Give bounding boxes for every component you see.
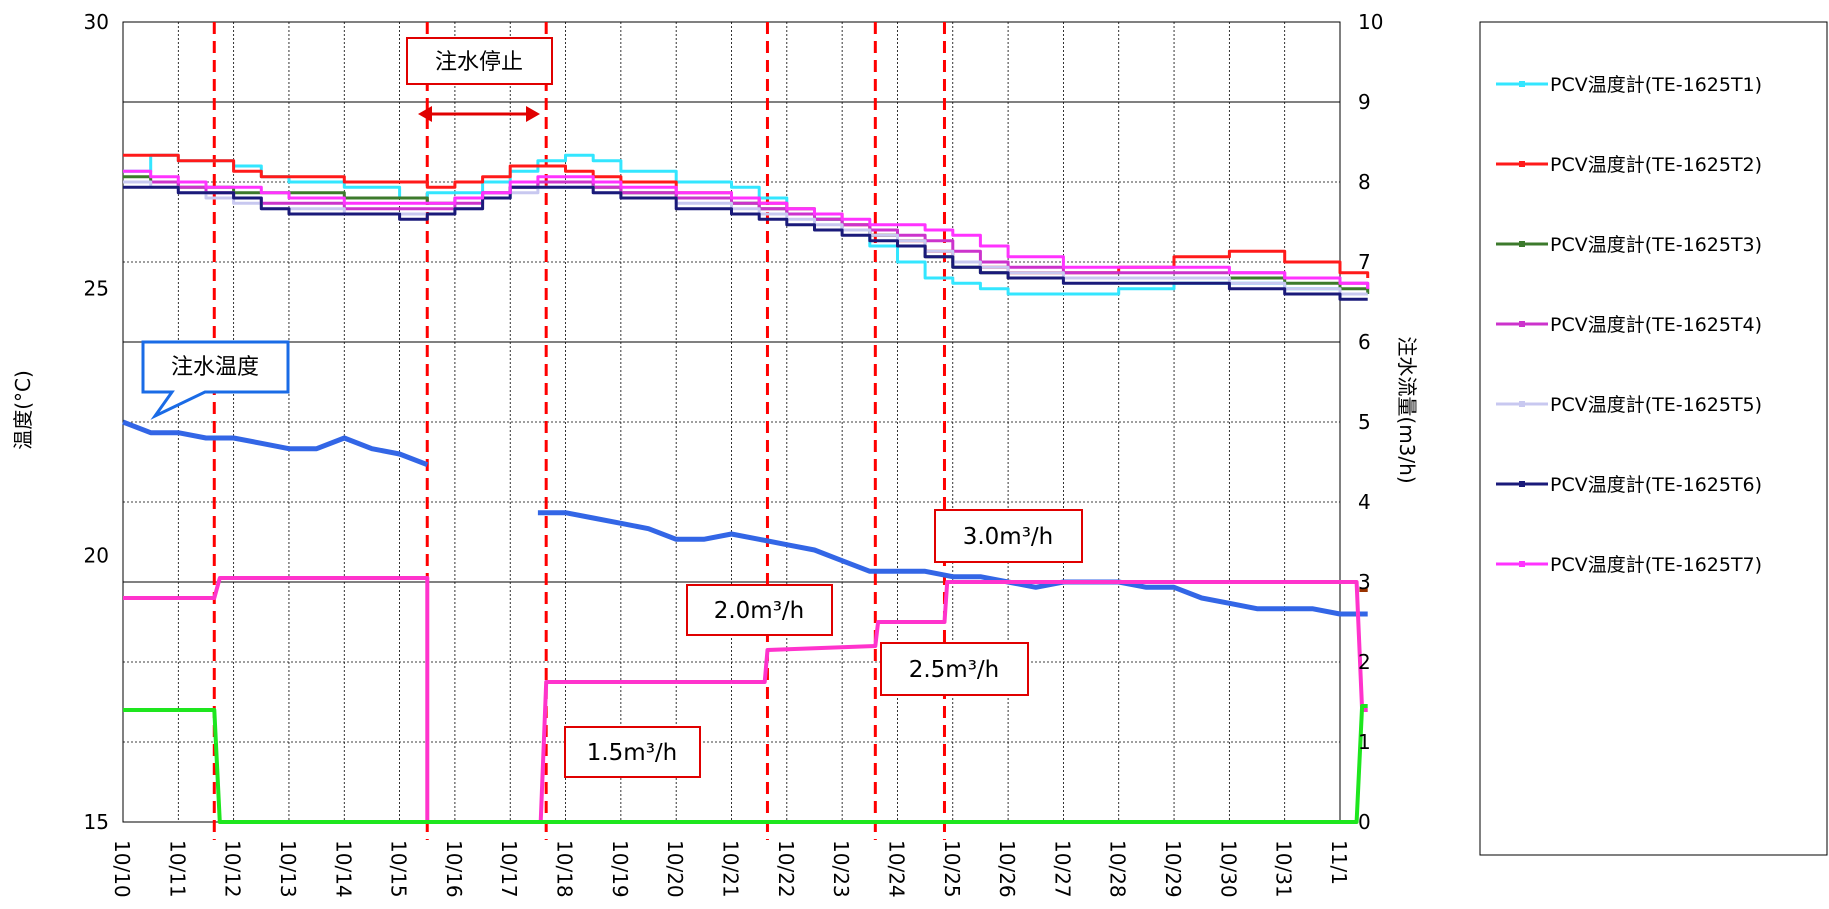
y2-tick-label: 10 [1358,10,1383,34]
series-line-0 [123,153,1368,296]
legend: PCV温度計(TE-1625T1) PCV温度計(TE-1625T2) PCV温度計… [1479,21,1828,856]
stop-annotation-label: 注水停止 [435,50,523,75]
flow-1-5-label: 1.5m³/h [587,740,678,766]
flow-2-0-label: 2.0m³/h [714,598,805,624]
series-line-6 [123,169,1370,289]
x-tick-label: 10/31 [1272,840,1296,898]
flow-3-0-box [934,509,1083,563]
grid-layer [122,21,1341,823]
y-tick-label: 20 [84,543,109,567]
x-tick-label: 10/24 [884,840,908,898]
legend-marker [1519,161,1525,167]
y2-axis-title: 注水流量(m3/h) [1395,336,1419,483]
legend-label: PCV温度計(TE-1625T5) [1550,394,1762,416]
x-tick-label: 10/27 [1050,840,1074,898]
flow-3-0-label: 3.0m³/h [963,524,1054,550]
x-tick-label: 10/12 [221,840,245,898]
legend-marker [1519,241,1525,247]
x-tick-label: 10/17 [497,840,521,898]
x-tick-label: 10/28 [1106,840,1130,898]
x-tick-label: 10/10 [110,840,134,898]
x-tick-label: 10/18 [553,840,577,898]
flow-1-5-box [564,726,701,778]
event-lines [212,22,946,840]
x-tick-label: 10/29 [1161,840,1185,898]
inlet-temp-callout-label: 注水温度 [171,355,259,380]
series-line-7 [122,419,1368,617]
legend-label: PCV温度計(TE-1625T3) [1550,234,1762,256]
y-tick-label: 30 [84,10,109,34]
series-line-8 [123,576,1368,824]
legend-marker [1519,401,1525,407]
flow-2-5-box [880,642,1029,696]
y-tick-label: 15 [84,810,109,834]
series-layer [122,153,1370,824]
y2-tick-label: 5 [1358,410,1371,434]
x-tick-label: 10/23 [829,840,853,898]
series-line-9 [123,704,1368,824]
legend-label: PCV温度計(TE-1625T7) [1550,554,1762,576]
y-axis-title: 温度(°C) [11,370,35,450]
x-tick-label: 10/11 [165,840,189,898]
y2-tick-label: 0 [1358,810,1371,834]
y2-tick-label: 1 [1358,730,1371,754]
y-tick-label: 25 [84,277,109,301]
stop-arrow-head-left [418,106,432,122]
axis-layer: 温度(°C) 注水流量(m3/h) 15 20 25 30 0 1 2 3 4 5 6 7 8 9 10 10… [11,10,1419,898]
legend-label: PCV温度計(TE-1625T2) [1550,154,1762,176]
x-tick-label: 10/25 [940,840,964,898]
annotation-layer: 注水停止 注水温度 1.5m³/h 2.0m³/h 2.5m³/h 3.0m³/… [141,37,1083,778]
y2-tick-label: 4 [1358,490,1371,514]
y2-tick-label: 3 [1358,570,1371,594]
x-tick-label: 10/16 [442,840,466,898]
legend-marker [1519,321,1525,327]
y2-tick-label: 2 [1358,650,1371,674]
series-line-5 [123,185,1368,301]
legend-marker [1519,81,1525,87]
inlet-temp-callout [141,340,290,420]
x-tick-label: 10/30 [1216,840,1240,898]
x-tick-label: 10/13 [276,840,300,898]
y2-tick-label: 7 [1358,250,1371,274]
y2-tick-label: 8 [1358,170,1371,194]
x-tick-label: 10/20 [663,840,687,898]
x-tick-label: 10/22 [774,840,798,898]
x-tick-label: 10/15 [387,840,411,898]
x-tick-label: 10/19 [608,840,632,898]
legend-label: PCV温度計(TE-1625T6) [1550,474,1762,496]
stop-arrow-head-right [526,106,540,122]
x-tick-label: 10/14 [331,840,355,898]
y2-tick-label: 9 [1358,90,1371,114]
legend-label: PCV温度計(TE-1625T4) [1550,314,1762,336]
legend-marker [1519,561,1525,567]
x-tick-label: 10/26 [995,840,1019,898]
x-tick-label: 11/1 [1327,840,1351,885]
stop-annotation-box [406,37,553,85]
flow-2-5-label: 2.5m³/h [909,657,1000,683]
legend-marker [1519,481,1525,487]
flow-2-0-box [686,584,833,636]
legend-label: PCV温度計(TE-1625T1) [1550,74,1762,96]
legend-box [1479,21,1828,856]
x-tick-label: 10/21 [719,840,743,898]
y2-tick-label: 6 [1358,330,1371,354]
